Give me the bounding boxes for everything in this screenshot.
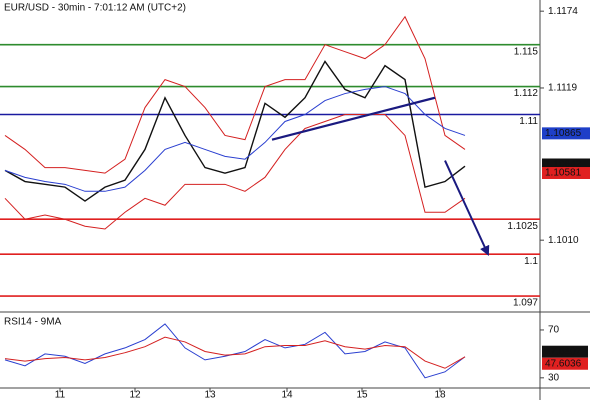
rsi-line (4, 336, 466, 369)
rsi-label: RSI14 - 9MA (4, 317, 62, 328)
level-label: 1.1 (524, 256, 538, 267)
y-tick-label: 1.1010 (548, 235, 579, 246)
chart-title: EUR/USD - 30min - 7:01:12 AM (UTC+2) (4, 3, 186, 14)
price-line (4, 15, 466, 174)
level-label: 1.112 (514, 88, 539, 99)
price-line (4, 86, 466, 192)
level-label: 1.1025 (507, 221, 538, 232)
x-tick-label: 13 (204, 390, 216, 400)
price-tag-label: 1.10581 (545, 168, 582, 179)
price-tag-label: 1.10865 (545, 128, 582, 139)
price-line (4, 114, 466, 230)
x-tick-label: 18 (434, 390, 446, 400)
rsi-tag (542, 345, 588, 358)
level-label: 1.115 (514, 46, 539, 57)
x-tick-label: 12 (129, 390, 141, 400)
price-line (4, 60, 466, 202)
y-tick-label: 1.1119 (548, 83, 578, 94)
level-label: 1.097 (513, 298, 538, 309)
rsi-tag-label: 47.6036 (545, 358, 582, 369)
trend-line (271, 96, 436, 141)
rsi-tag-label: 47.6407 (545, 346, 582, 357)
forecast-arrow (444, 160, 490, 256)
price-tag (542, 127, 590, 140)
y-tick-label: 1.1174 (548, 6, 578, 17)
rsi-line (4, 323, 466, 379)
rsi-tick-label: 30 (548, 372, 560, 383)
rsi-tag (542, 357, 588, 370)
level-label: 1.11 (519, 116, 538, 127)
price-tag-label: 1.10642 (545, 159, 582, 170)
x-tick-label: 15 (356, 390, 368, 400)
x-tick-label: 11 (55, 390, 66, 400)
rsi-tick-label: 70 (548, 325, 560, 336)
price-tag (542, 167, 590, 180)
x-tick-label: 14 (281, 390, 293, 400)
